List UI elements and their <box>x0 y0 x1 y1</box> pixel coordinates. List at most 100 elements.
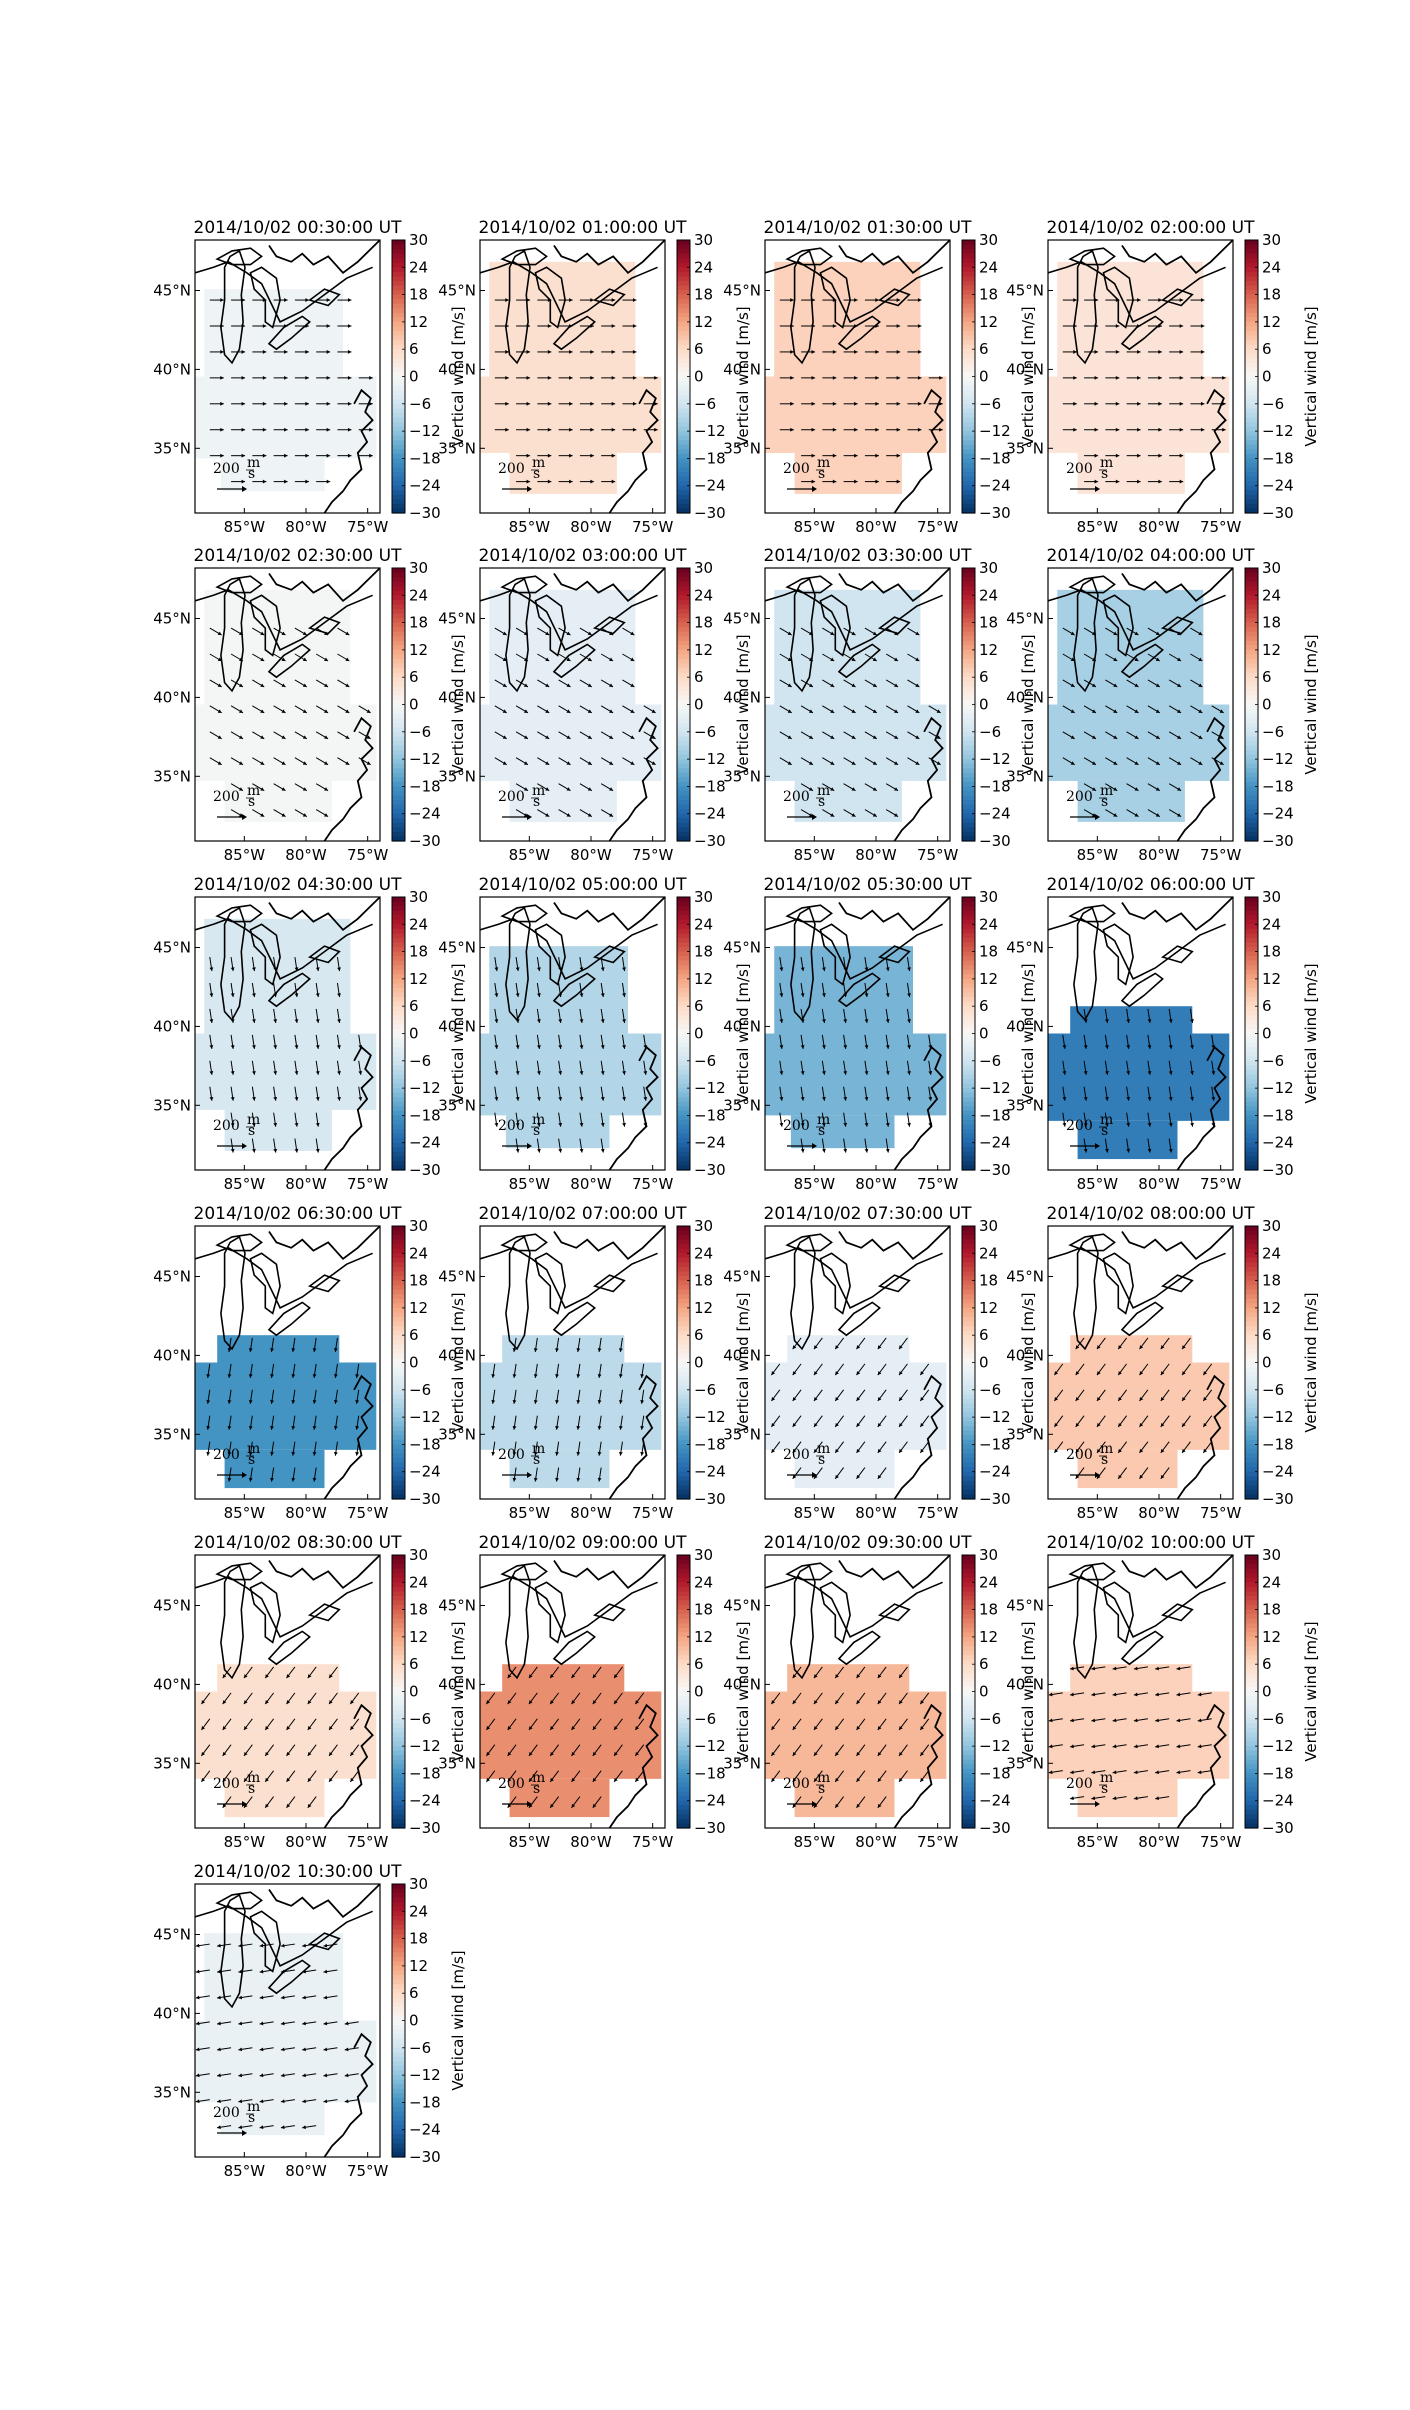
colorbar-segment <box>392 1065 405 1071</box>
colorbar-segment <box>392 1573 405 1579</box>
colorbar-segment <box>392 1417 405 1423</box>
wind-arrow-head <box>220 375 224 380</box>
colorbar-segment <box>677 1060 690 1066</box>
colorbar-segment <box>677 1741 690 1747</box>
scale-unit-den: s <box>818 1123 825 1139</box>
wind-arrow-head <box>622 1019 626 1023</box>
colorbar-segment <box>392 412 405 419</box>
wind-arrow-head <box>569 401 573 406</box>
wind-arrow-head <box>864 1148 869 1153</box>
wind-arrow-head <box>515 1019 520 1023</box>
colorbar-segment <box>962 1344 975 1350</box>
wind-arrow-head <box>537 993 541 997</box>
wind-arrow-head <box>1091 1796 1096 1801</box>
lat-tick-label: 35°N <box>723 1754 761 1772</box>
scale-arrow-head <box>527 1472 532 1478</box>
colorbar-segment <box>677 1568 690 1574</box>
wind-arrow-head <box>566 631 571 636</box>
wind-arrow-head <box>1200 298 1205 302</box>
colorbar-segment <box>1245 1623 1258 1629</box>
wind-arrow-head <box>241 427 246 432</box>
wind-arrow-head <box>800 1122 805 1127</box>
colorbar-segment <box>392 249 405 255</box>
colorbar-segment <box>962 1591 975 1597</box>
wind-arrow-head <box>600 1071 605 1075</box>
wind-arrow-head <box>312 1348 317 1352</box>
colorbar-segment <box>962 431 975 437</box>
colorbar-segment <box>962 960 975 966</box>
wind-arrow-head <box>1096 1448 1101 1453</box>
wind-arrow-head <box>1094 479 1099 484</box>
colorbar-segment <box>392 1226 405 1232</box>
colorbar-tick-label: 6 <box>1262 340 1272 358</box>
colorbar-segment <box>1245 1723 1258 1729</box>
colorbar-segment <box>677 285 690 291</box>
colorbar-segment <box>392 1001 405 1007</box>
colorbar-segment <box>962 331 975 337</box>
wind-arrow-head <box>576 1374 581 1378</box>
colorbar-segment <box>1245 1083 1258 1089</box>
colorbar-segment <box>677 1376 690 1382</box>
wind-arrow-head <box>885 1071 890 1075</box>
colorbar-segment <box>677 312 690 318</box>
colorbar-segment <box>1245 1326 1258 1332</box>
wind-arrow-head <box>920 1777 924 1782</box>
colorbar-tick-label: 12 <box>1262 970 1281 988</box>
scale-arrow-head <box>242 486 247 492</box>
colorbar-segment <box>1245 1489 1258 1496</box>
colorbar-segment <box>392 472 405 478</box>
colorbar-segment <box>392 503 405 510</box>
wind-arrow-head <box>1075 1422 1080 1427</box>
lon-tick-label: 85°W <box>224 2162 266 2180</box>
colorbar-segment <box>677 983 690 989</box>
wind-arrow-head <box>1105 1148 1109 1153</box>
colorbar-segment <box>1245 974 1258 980</box>
colorbar-segment <box>392 1444 405 1450</box>
colorbar-segment <box>392 983 405 989</box>
colorbar-segment <box>962 1727 975 1734</box>
lake-outline <box>1120 1301 1164 1337</box>
colorbar-segment <box>1245 1051 1258 1057</box>
scale-unit-den: s <box>248 1123 255 1139</box>
colorbar-segment <box>1245 804 1258 810</box>
colorbar-segment <box>392 362 405 368</box>
wind-arrow-head <box>856 1674 861 1679</box>
colorbar-segment <box>392 1088 405 1094</box>
colorbar-tick-label: −18 <box>694 777 726 795</box>
wind-arrow-head <box>326 350 331 354</box>
lake-outline <box>790 249 816 365</box>
coastline <box>1121 897 1233 1170</box>
wind-arrow-head <box>286 1777 291 1782</box>
colorbar-segment <box>677 586 690 592</box>
lake-outline <box>837 972 881 1008</box>
wind-arrow-head <box>920 1371 924 1376</box>
colorbar-segment <box>392 1970 405 1976</box>
wind-arrow-head <box>1203 1448 1207 1453</box>
lon-tick-label: 80°W <box>855 1175 897 1193</box>
colorbar-segment <box>962 294 975 300</box>
colorbar-segment <box>677 906 690 912</box>
colorbar-tick-label: −24 <box>979 1463 1011 1481</box>
colorbar-segment <box>1245 1294 1258 1300</box>
colorbar-tick-label: −6 <box>694 1710 716 1728</box>
wind-arrow-head <box>1112 1744 1117 1749</box>
lake-outline <box>534 923 566 986</box>
colorbar-segment <box>392 960 405 966</box>
scale-unit-num: m <box>247 1112 260 1128</box>
colorbar-segment <box>392 1823 405 1829</box>
wind-arrow-head <box>651 761 656 765</box>
wind-arrow-head <box>1075 1397 1080 1401</box>
wind-arrow-head <box>502 709 507 713</box>
lat-tick-label: 45°N <box>723 281 761 299</box>
colorbar-segment <box>962 1764 975 1770</box>
lake-outline <box>249 1910 281 1973</box>
wind-arrow-head <box>252 967 256 972</box>
wind-arrow-head <box>1177 787 1182 791</box>
axes-frame <box>764 239 951 514</box>
colorbar-segment <box>677 399 690 405</box>
colorbar-segment <box>962 1659 975 1665</box>
